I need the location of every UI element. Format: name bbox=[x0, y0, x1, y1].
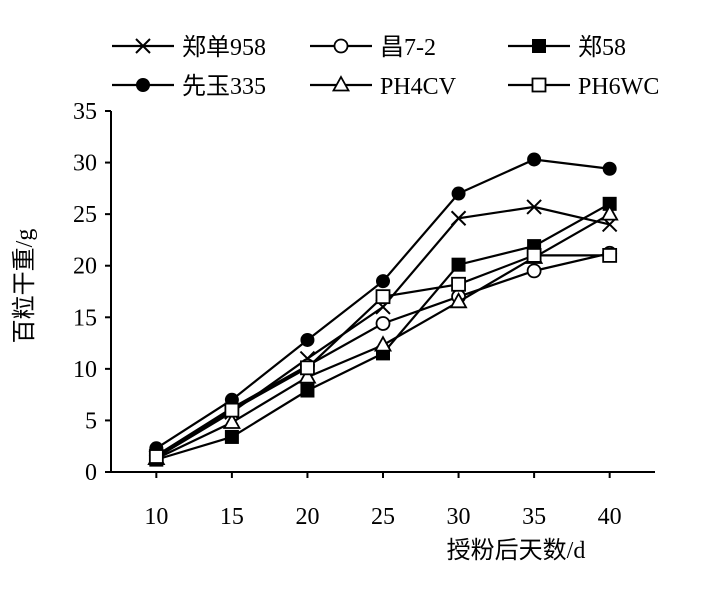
legend-item: 郑58 bbox=[508, 34, 626, 61]
data-point bbox=[148, 449, 164, 464]
y-tick-label: 25 bbox=[73, 202, 97, 228]
x-tick-label: 15 bbox=[220, 504, 244, 530]
legend-item: PH4CV bbox=[310, 74, 457, 100]
y-tick-label: 0 bbox=[85, 460, 97, 486]
data-point bbox=[451, 276, 466, 292]
legend-item: 昌7-2 bbox=[310, 35, 436, 61]
series-5 bbox=[147, 204, 619, 465]
data-point bbox=[451, 186, 466, 201]
y-tick-label: 15 bbox=[73, 305, 97, 331]
data-point bbox=[376, 274, 390, 289]
data-point bbox=[526, 263, 542, 279]
legend-label: 昌7-2 bbox=[380, 35, 436, 61]
legend-label: 郑58 bbox=[578, 34, 626, 61]
data-point bbox=[602, 196, 617, 211]
data-point bbox=[449, 291, 468, 309]
legend-marker bbox=[333, 38, 349, 54]
legend-marker bbox=[532, 39, 546, 53]
legend: 郑单958 昌7-2 郑58 先玉335 PH4CV PH6WC bbox=[112, 34, 659, 100]
x-tick-label: 25 bbox=[371, 504, 395, 530]
x-tick-label: 40 bbox=[598, 504, 622, 530]
legend-marker bbox=[135, 38, 151, 54]
data-point bbox=[600, 204, 619, 221]
series-6 bbox=[148, 247, 618, 464]
data-point bbox=[373, 335, 393, 352]
legend-label: 先玉335 bbox=[182, 73, 266, 100]
x-tick-label: 30 bbox=[447, 504, 471, 530]
legend-label: PH6WC bbox=[578, 74, 659, 100]
x-tick-label: 35 bbox=[522, 504, 546, 530]
data-point bbox=[222, 412, 241, 429]
x-axis-label: 授粉后天数/d bbox=[447, 537, 586, 564]
data-point bbox=[526, 247, 542, 263]
series-3 bbox=[149, 196, 617, 467]
data-point bbox=[224, 429, 239, 444]
data-point bbox=[451, 257, 466, 272]
data-point bbox=[375, 289, 391, 305]
y-tick-label: 10 bbox=[73, 357, 97, 383]
legend-marker bbox=[136, 78, 150, 92]
series-line bbox=[156, 202, 611, 461]
data-point bbox=[300, 332, 315, 347]
legend-marker bbox=[331, 75, 351, 92]
data-point bbox=[526, 199, 542, 215]
data-point bbox=[298, 367, 317, 384]
data-point bbox=[527, 152, 542, 167]
data-point bbox=[602, 247, 618, 263]
series-4 bbox=[149, 152, 617, 456]
data-point bbox=[300, 383, 315, 398]
axes: 0 5 10 15 20 25 30 35 10 15 20 25 30 35 40 bbox=[73, 99, 655, 530]
data-point bbox=[300, 360, 315, 376]
legend-item: 郑单958 bbox=[112, 34, 266, 61]
y-tick-label: 35 bbox=[73, 99, 97, 125]
x-tick-label: 10 bbox=[144, 504, 168, 530]
legend-item: 先玉335 bbox=[112, 73, 266, 100]
y-axis-label: 百粒干重/g bbox=[11, 229, 38, 344]
series-line bbox=[155, 205, 610, 459]
data-point bbox=[375, 316, 391, 331]
data-point bbox=[224, 402, 240, 418]
legend-item: PH6WC bbox=[508, 74, 659, 100]
y-tick-label: 5 bbox=[85, 408, 97, 434]
y-tick-label: 30 bbox=[73, 151, 97, 177]
y-tick-label: 20 bbox=[73, 254, 97, 280]
data-point bbox=[602, 161, 617, 176]
legend-marker bbox=[531, 77, 547, 93]
x-tick-label: 20 bbox=[295, 504, 319, 530]
data-point bbox=[450, 210, 467, 226]
legend-label: PH4CV bbox=[380, 74, 457, 100]
legend-label: 郑单958 bbox=[182, 34, 266, 61]
series-group bbox=[147, 152, 619, 467]
